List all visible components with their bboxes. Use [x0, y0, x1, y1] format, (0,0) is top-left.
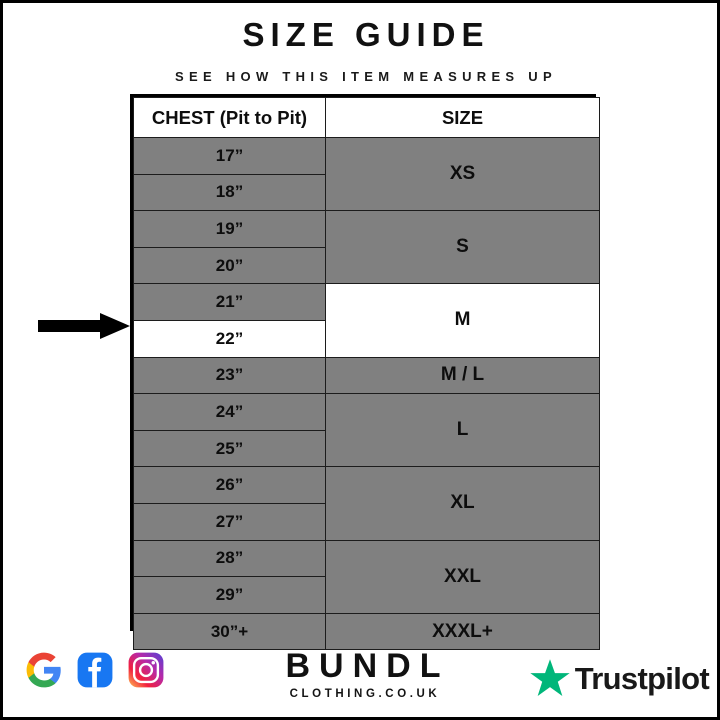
page-title: SIZE GUIDE: [242, 16, 490, 53]
table-row: 28” XXL: [133, 539, 600, 614]
trustpilot-logo[interactable]: Trustpilot: [529, 657, 710, 699]
chest-cell: 21”: [133, 283, 326, 321]
chest-cell: 18”: [133, 173, 326, 212]
size-cell: XL: [325, 466, 600, 541]
chest-cell: 20”: [133, 246, 326, 285]
chest-cell: 17”: [133, 137, 326, 175]
chest-cell: 19”: [133, 210, 326, 248]
brand-logo: BUNDL CLOTHING.CO.UK: [3, 647, 717, 700]
size-cell: XS: [325, 136, 600, 212]
right-arrow-icon: [38, 313, 130, 339]
table-row: 29”: [133, 576, 600, 614]
chest-cell: 23”: [133, 356, 326, 395]
instagram-icon[interactable]: [127, 651, 165, 689]
column-header-size: SIZE: [325, 97, 600, 138]
table-row: 23” M / L: [133, 356, 600, 395]
brand-name: BUNDL: [285, 647, 450, 685]
footer-bar: BUNDL CLOTHING.CO.UK Trustpilot: [3, 641, 717, 717]
size-cell: L: [325, 393, 600, 468]
table-row: 24” L: [133, 393, 600, 468]
header-block: SIZE GUIDE SEE HOW THIS ITEM MEASURES UP: [3, 16, 717, 85]
chest-cell: 25”: [133, 429, 326, 468]
google-icon[interactable]: [25, 651, 63, 689]
table-row: 25”: [133, 429, 600, 468]
facebook-icon[interactable]: [76, 651, 114, 689]
chest-cell: 29”: [133, 576, 326, 614]
chest-cell: 28”: [133, 539, 326, 578]
star-icon: [529, 657, 571, 699]
trustpilot-wordmark: Trustpilot: [574, 660, 710, 696]
size-cell: XXXL+: [325, 612, 600, 651]
table-header-row: CHEST (Pit to Pit) SIZE: [133, 97, 600, 138]
chest-cell: 26”: [133, 466, 326, 504]
table-row: 27”: [133, 502, 600, 541]
size-cell: XXL: [325, 539, 600, 614]
table-row: 18”: [133, 173, 600, 212]
brand-domain: CLOTHING.CO.UK: [289, 688, 441, 700]
table-row: 26” XL: [133, 466, 600, 541]
size-cell: S: [325, 210, 600, 285]
table-row: 30”+ XXXL+: [133, 612, 600, 651]
table-row: 19” S: [133, 210, 600, 285]
chest-cell: 24”: [133, 393, 326, 431]
table-row: 17” XS: [133, 136, 600, 212]
chest-cell: 22”: [133, 319, 326, 358]
column-header-chest: CHEST (Pit to Pit): [133, 97, 326, 138]
size-cell: M / L: [325, 356, 600, 395]
table-row: 21” M: [133, 283, 600, 358]
social-links-group: [25, 651, 165, 689]
size-table: CHEST (Pit to Pit) SIZE 17” XS 18” 19” S 20” 2…: [133, 97, 600, 651]
chest-cell: 27”: [133, 502, 326, 541]
size-table-body: 17” XS 18” 19” S 20” 21” M 22” 23” M / L 24” L 25” 26”…: [133, 136, 600, 651]
table-row: 20”: [133, 246, 600, 285]
page-subtitle: SEE HOW THIS ITEM MEASURES UP: [175, 69, 557, 85]
chest-cell: 30”+: [133, 612, 326, 651]
size-table-container: CHEST (Pit to Pit) SIZE 17” XS 18” 19” S 20” 2…: [130, 94, 600, 651]
size-cell: M: [325, 283, 600, 358]
size-table-head: CHEST (Pit to Pit) SIZE: [133, 97, 600, 138]
